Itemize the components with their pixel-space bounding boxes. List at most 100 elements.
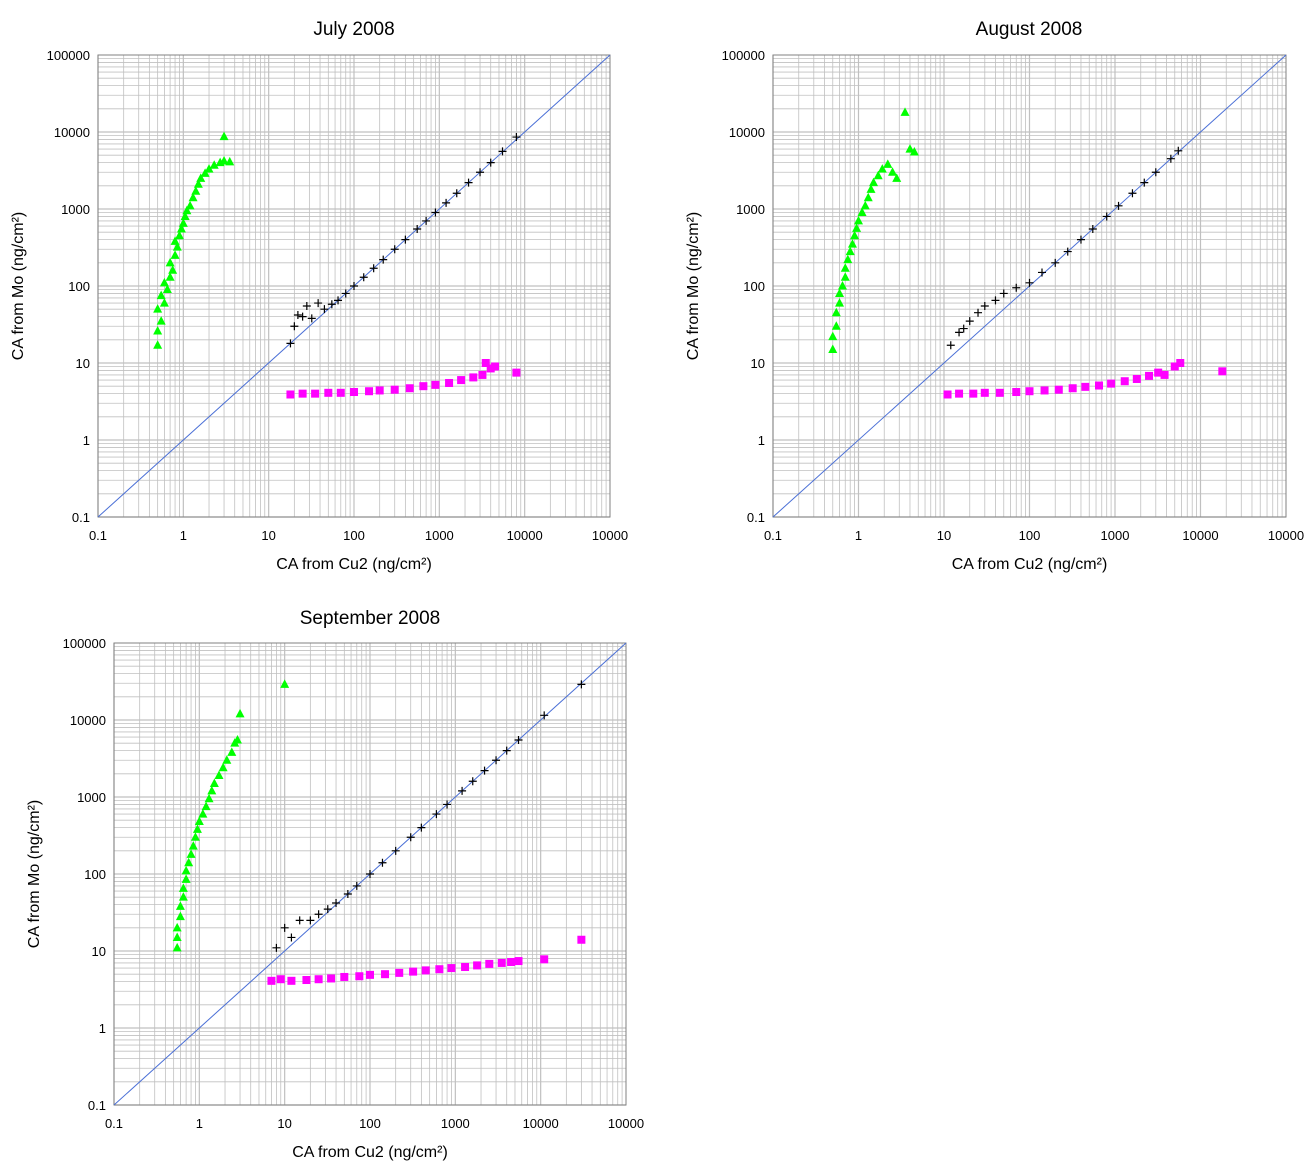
- y-tick-label: 100: [84, 867, 106, 882]
- x-tick-label: 100: [359, 1116, 381, 1131]
- x-tick-label: 10000: [507, 528, 543, 543]
- data-point: [1076, 235, 1085, 244]
- data-point: [883, 159, 893, 168]
- data-point: [314, 299, 323, 308]
- data-point: [995, 388, 1004, 397]
- data-point: [969, 389, 978, 398]
- data-point: [401, 235, 410, 244]
- data-point: [857, 207, 867, 217]
- chart-panel-1: July 2008 0.1 1 10 100 1000 10000 10000 0.1 1 10 10…: [10, 19, 628, 573]
- data-point: [379, 255, 388, 264]
- data-point: [445, 378, 454, 387]
- data-point: [1132, 374, 1141, 383]
- data-point: [341, 289, 350, 298]
- data-point: [280, 923, 289, 932]
- data-point: [1095, 381, 1104, 390]
- data-point: [286, 339, 295, 348]
- data-point: [486, 158, 495, 167]
- data-point: [1166, 154, 1175, 163]
- data-point: [298, 312, 307, 321]
- data-point: [540, 711, 549, 720]
- data-point: [409, 967, 418, 976]
- data-point: [153, 340, 163, 349]
- data-point: [512, 133, 521, 142]
- plot-frame: [97, 54, 611, 518]
- data-point: [431, 208, 440, 217]
- data-point: [1025, 387, 1034, 396]
- series-triangle: [828, 107, 919, 353]
- data-point: [843, 254, 853, 264]
- data-point: [468, 777, 477, 786]
- x-tick-label: 10: [261, 528, 275, 543]
- data-point: [980, 388, 989, 397]
- data-point: [419, 382, 428, 391]
- data-point: [165, 272, 175, 281]
- data-point: [365, 387, 374, 396]
- data-point: [888, 167, 898, 176]
- data-point: [181, 865, 191, 875]
- y-tick-label: 100000: [47, 48, 90, 63]
- data-point: [201, 801, 211, 811]
- data-point: [1170, 362, 1179, 371]
- y-tick-label: 1000: [61, 202, 90, 217]
- data-point: [181, 874, 191, 883]
- data-point: [200, 168, 210, 177]
- data-point: [835, 298, 845, 307]
- plot-frame: [772, 54, 1287, 518]
- data-point: [835, 288, 845, 297]
- data-point: [280, 679, 290, 688]
- data-point: [191, 186, 201, 195]
- y-tick-label: 1000: [736, 202, 765, 217]
- data-point: [1160, 370, 1169, 379]
- data-point: [1151, 168, 1160, 177]
- data-point: [852, 223, 862, 232]
- data-point: [1068, 384, 1077, 393]
- data-point: [461, 962, 470, 971]
- data-point: [194, 816, 204, 826]
- series-plus: [946, 146, 1183, 350]
- data-point: [417, 823, 426, 832]
- data-point: [1051, 258, 1060, 267]
- x-tick-label: 1000: [1101, 528, 1130, 543]
- data-point: [1218, 367, 1227, 376]
- x-tick-label: 10000: [1182, 528, 1218, 543]
- data-point: [492, 756, 501, 765]
- data-point: [182, 205, 192, 215]
- data-point: [422, 216, 431, 225]
- data-point: [174, 230, 184, 240]
- data-point: [1081, 382, 1090, 391]
- data-point: [873, 170, 883, 180]
- data-point: [332, 899, 341, 908]
- data-point: [458, 786, 467, 795]
- data-point: [863, 192, 873, 202]
- data-point: [184, 857, 194, 867]
- data-point: [1114, 201, 1123, 210]
- data-point: [366, 970, 374, 979]
- data-point: [828, 344, 838, 353]
- data-point: [405, 384, 414, 393]
- data-point: [999, 289, 1008, 298]
- x-tick-label: 1: [196, 1116, 203, 1131]
- data-point: [314, 975, 323, 984]
- data-point: [443, 800, 452, 809]
- data-point: [359, 273, 368, 282]
- data-point: [156, 316, 166, 325]
- data-point: [311, 389, 320, 398]
- data-point: [172, 242, 182, 251]
- series-plus: [272, 680, 586, 952]
- data-point: [869, 177, 879, 187]
- data-point: [847, 239, 857, 248]
- x-tick-label: 1000: [425, 528, 454, 543]
- data-point: [172, 942, 182, 952]
- data-point: [170, 250, 180, 259]
- series-square: [267, 935, 586, 985]
- y-tick-label: 10: [751, 356, 765, 371]
- series-square: [286, 359, 521, 399]
- data-point: [156, 290, 166, 300]
- data-point: [1088, 224, 1097, 233]
- data-point: [481, 359, 490, 367]
- y-tick-label: 1: [83, 433, 90, 448]
- data-point: [193, 179, 203, 188]
- data-point: [185, 200, 195, 210]
- data-point: [276, 975, 285, 984]
